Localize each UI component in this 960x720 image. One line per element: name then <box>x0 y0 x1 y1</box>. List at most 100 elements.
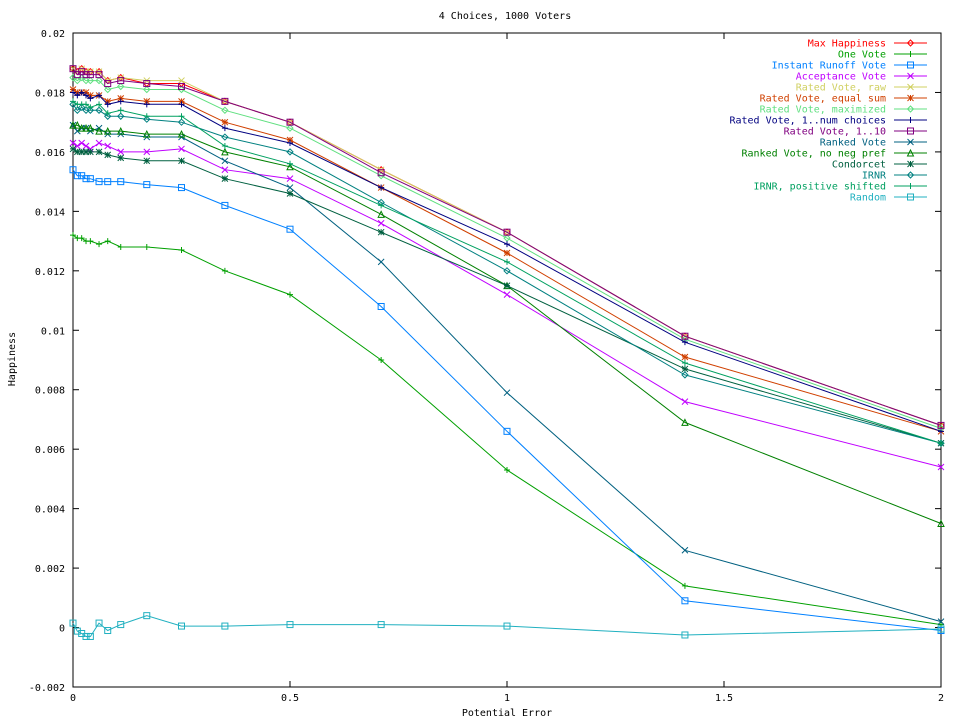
series-2 <box>69 166 945 635</box>
series-14 <box>69 612 945 640</box>
data-point <box>178 77 185 84</box>
data-point <box>377 171 385 180</box>
legend-marker <box>907 94 914 102</box>
data-point <box>82 124 90 132</box>
data-point <box>69 166 77 174</box>
series-line <box>72 615 942 637</box>
data-point <box>104 112 112 120</box>
data-point <box>87 148 94 156</box>
data-point <box>503 249 511 257</box>
legend-label: Random <box>850 193 886 204</box>
data-point <box>96 101 103 108</box>
data-point <box>937 421 945 429</box>
data-point <box>377 228 385 236</box>
data-point <box>104 178 112 186</box>
data-point <box>177 118 186 126</box>
data-point <box>86 76 95 85</box>
data-point <box>86 106 95 114</box>
data-point <box>143 157 151 165</box>
series-8 <box>69 65 945 429</box>
data-point <box>104 238 111 245</box>
legend-marker <box>907 193 914 201</box>
data-point <box>69 65 77 73</box>
legend-label: IRNR, positive shifted <box>754 182 886 193</box>
y-tick-label: 0.012 <box>35 267 65 278</box>
x-tick-label: 0 <box>70 693 76 704</box>
data-point <box>86 632 94 640</box>
data-point <box>95 148 103 156</box>
data-point <box>221 106 229 114</box>
data-point <box>681 332 689 340</box>
legend-marker <box>906 105 915 113</box>
data-point <box>377 258 385 266</box>
data-point <box>178 113 185 120</box>
series-12 <box>69 100 945 447</box>
data-point <box>78 235 85 242</box>
series-13 <box>70 98 944 447</box>
data-point <box>377 210 385 218</box>
data-point <box>104 627 112 635</box>
data-point <box>681 418 689 426</box>
data-point <box>73 76 82 85</box>
y-tick-label: 0.018 <box>35 88 65 99</box>
data-point <box>286 621 294 629</box>
data-point <box>104 101 111 108</box>
data-point <box>73 121 82 129</box>
series-line <box>72 148 942 444</box>
data-point <box>82 71 90 79</box>
data-point <box>78 139 86 147</box>
data-point <box>178 247 185 254</box>
series-10 <box>69 121 945 527</box>
data-point <box>287 139 293 146</box>
data-point <box>178 157 185 165</box>
data-point <box>221 97 229 105</box>
series-lines <box>69 64 945 640</box>
data-point <box>69 145 77 153</box>
data-point <box>221 166 229 174</box>
data-point <box>377 219 385 227</box>
data-point <box>681 365 689 373</box>
data-point <box>117 77 125 85</box>
data-point <box>681 398 689 405</box>
data-point <box>221 201 229 209</box>
data-point <box>104 142 112 150</box>
data-point <box>681 371 689 379</box>
data-point <box>377 169 385 177</box>
y-tick-label: 0.016 <box>35 148 65 159</box>
series-1 <box>70 232 944 628</box>
y-tick-label: 0.01 <box>41 326 65 337</box>
data-point <box>82 175 90 183</box>
data-point <box>69 139 77 147</box>
data-point <box>78 148 86 156</box>
data-point <box>117 98 124 105</box>
data-point <box>117 154 125 162</box>
data-point <box>937 625 945 633</box>
data-point <box>104 80 112 88</box>
data-point <box>82 142 90 150</box>
series-line <box>72 124 942 623</box>
data-point <box>221 267 228 274</box>
x-tick-label: 1 <box>504 693 510 704</box>
data-point <box>73 106 82 114</box>
legend-label: Instant Runoff Vote <box>772 61 886 72</box>
data-point <box>77 124 86 132</box>
x-tick-label: 0.5 <box>281 693 299 704</box>
legend-marker <box>907 127 914 135</box>
data-point <box>82 148 90 156</box>
data-point <box>95 619 103 627</box>
data-point <box>938 440 944 447</box>
data-point <box>178 184 185 192</box>
data-point <box>142 129 151 138</box>
data-point <box>681 597 689 605</box>
data-point <box>287 291 293 298</box>
data-point <box>178 83 185 91</box>
series-line <box>72 234 942 626</box>
x-tick-label: 2 <box>938 693 944 704</box>
data-point <box>221 125 228 132</box>
data-point <box>378 202 385 209</box>
data-point <box>937 463 945 471</box>
legend-label: Max Happiness <box>808 39 886 50</box>
legend-label: Rated Vote, raw <box>796 83 887 94</box>
data-point <box>681 339 688 346</box>
